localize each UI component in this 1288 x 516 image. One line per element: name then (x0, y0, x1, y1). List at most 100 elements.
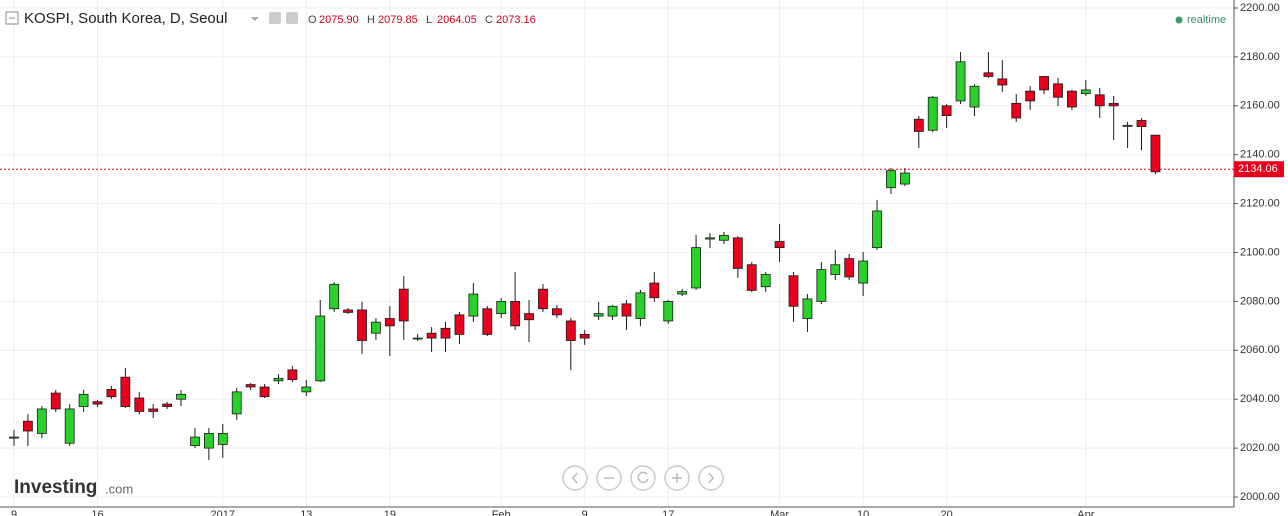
candle-body (496, 300, 507, 315)
candle-body (36, 408, 47, 434)
scroll-right[interactable] (698, 465, 724, 491)
candle-body (106, 389, 117, 398)
y-tick-label: 2020.00 (1240, 442, 1280, 454)
candle-body (134, 397, 145, 412)
y-tick-label: 2160.00 (1240, 100, 1280, 112)
ohlc-value: 2079.85 (378, 14, 418, 26)
reset[interactable] (630, 465, 656, 491)
candle-body (746, 264, 757, 291)
y-tick-label: 2000.00 (1240, 491, 1280, 503)
candle-body (203, 433, 214, 449)
candle-body (440, 327, 451, 339)
x-tick-label: 9 (11, 509, 17, 516)
candle-body (579, 334, 590, 339)
y-tick-label: 2060.00 (1240, 344, 1280, 356)
candle-body (468, 293, 479, 317)
candle-body (273, 378, 284, 382)
candle-body (899, 172, 910, 185)
ohlc-label: C (485, 14, 493, 26)
candle-body (705, 237, 715, 240)
candle-body (621, 303, 632, 317)
candle-body (1039, 76, 1049, 91)
symbol-title: KOSPI, South Korea, D, Seoul (24, 10, 227, 27)
candle-body (92, 401, 103, 405)
ohlc-label: L (426, 14, 432, 26)
candle-body (1011, 102, 1022, 119)
candle-body (774, 241, 785, 249)
candle-body (454, 314, 465, 335)
scroll-left[interactable] (562, 465, 588, 491)
candle-body (1025, 90, 1036, 102)
x-tick-label: 19 (384, 509, 396, 516)
candle-body (913, 118, 924, 132)
candle-body (301, 386, 312, 393)
candle-body (231, 391, 242, 415)
candle-body (64, 408, 75, 444)
candle-body (190, 436, 200, 447)
candle-body (872, 210, 882, 249)
x-tick-label: Mar (770, 509, 789, 516)
zoom-controls (562, 465, 724, 491)
candle-body (78, 393, 89, 407)
candle-body (760, 274, 771, 288)
y-tick-label: 2080.00 (1240, 295, 1280, 307)
candle-body (719, 234, 729, 241)
candle-body (997, 78, 1008, 86)
dropdown-arrow[interactable] (251, 17, 259, 21)
ohlc-value: 2064.05 (437, 14, 477, 26)
zoom-glyphs (572, 471, 714, 484)
candle-body (287, 369, 298, 381)
x-tick-label: 16 (91, 509, 103, 516)
candle-body (607, 305, 618, 317)
candle-body (635, 292, 646, 319)
ohlc-value: 2073.16 (496, 14, 536, 26)
candle-body (538, 288, 548, 310)
settings-icon[interactable] (286, 12, 298, 24)
candle-body (886, 170, 896, 189)
ohlc-label: H (367, 14, 375, 26)
candle-body (1080, 89, 1091, 94)
ohlc-label: O (308, 14, 317, 26)
candle-body (398, 288, 409, 322)
candle-body (50, 392, 61, 410)
x-tick-label: Apr (1077, 509, 1094, 516)
candle-body (788, 275, 799, 307)
y-tick-label: 2040.00 (1240, 393, 1280, 405)
candle-body (969, 85, 980, 108)
candle-body (1122, 124, 1133, 127)
candle-body (941, 105, 952, 116)
candle-body (412, 337, 423, 340)
candle-body (565, 320, 576, 341)
candle-body (343, 309, 353, 313)
candle-body (1136, 120, 1147, 127)
candle-body (315, 315, 326, 382)
candle-body (983, 72, 994, 77)
ohlc-legend: O 2075.90 H 2079.85 L 2064.05 C 2073.16 (308, 14, 536, 26)
candle-body (844, 258, 855, 278)
candle-body (816, 269, 827, 302)
candle-body (1053, 83, 1063, 98)
candle-body (371, 321, 381, 334)
x-tick-label: Feb (492, 509, 511, 516)
candle-body (691, 247, 701, 289)
candle-body (426, 332, 437, 339)
candle-body (858, 260, 869, 284)
y-tick-label: 2100.00 (1240, 246, 1280, 258)
realtime-label: realtime (1187, 14, 1226, 26)
y-tick-label: 2180.00 (1240, 51, 1280, 63)
x-tick-label: 10 (857, 509, 869, 516)
logo-suffix: .com (105, 481, 133, 496)
candle-body (593, 313, 604, 317)
candle-body (1067, 90, 1077, 108)
x-tick-label: 13 (300, 509, 312, 516)
candle-body (677, 291, 688, 295)
settings-icon[interactable] (269, 12, 281, 24)
candle-body (148, 408, 159, 412)
candle-body (510, 300, 521, 327)
candle-body (1094, 94, 1105, 107)
candle-body (663, 300, 674, 322)
candle-body (1150, 134, 1161, 173)
x-tick-label: 9 (582, 509, 588, 516)
